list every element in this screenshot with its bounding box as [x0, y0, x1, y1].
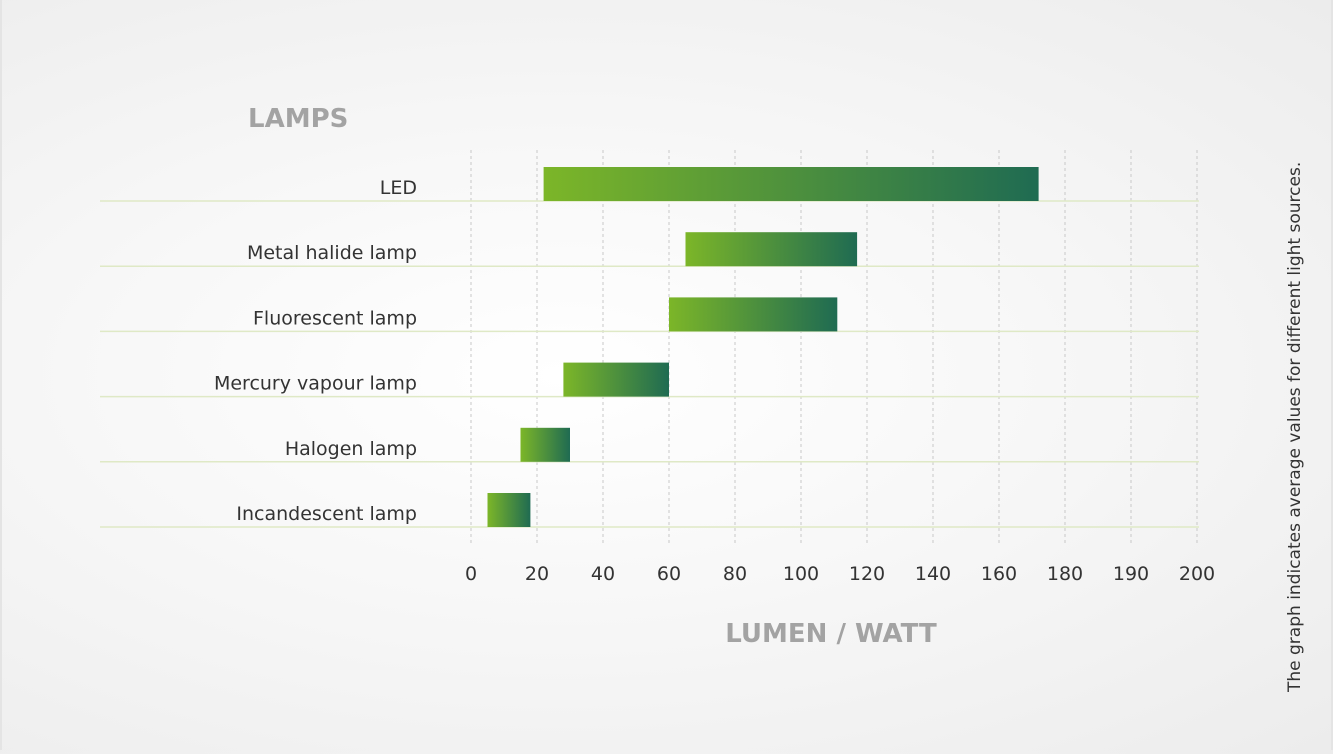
- frame-edge-right: [1331, 0, 1333, 750]
- x-tick-label: 180: [1047, 563, 1083, 585]
- bar: [669, 297, 838, 332]
- bar: [685, 232, 858, 267]
- x-tick-label: 200: [1179, 563, 1215, 585]
- category-label: LED: [380, 177, 417, 199]
- x-axis-title: LUMEN / WATT: [725, 619, 937, 649]
- bar: [543, 167, 1039, 201]
- category-label: Fluorescent lamp: [253, 307, 417, 329]
- x-tick-label: 160: [981, 563, 1017, 585]
- chart-note: The graph indicates average values for d…: [1285, 162, 1305, 693]
- x-tick-label: 100: [783, 563, 819, 585]
- bars: [487, 167, 1039, 527]
- chart-title: LAMPS: [248, 104, 348, 134]
- x-tick-label: 140: [915, 563, 951, 585]
- x-tick-label: 60: [657, 563, 681, 585]
- frame-edge-left: [0, 0, 2, 750]
- category-labels: LED Metal halide lamp Fluorescent lamp Merc…: [214, 177, 417, 525]
- bar: [563, 362, 669, 397]
- category-label: Metal halide lamp: [247, 242, 417, 264]
- x-tick-label: 20: [525, 563, 549, 585]
- bar: [520, 427, 570, 462]
- grid-lines: [470, 150, 1198, 545]
- x-tick-label: 190: [1113, 563, 1149, 585]
- x-tick-label: 120: [849, 563, 885, 585]
- x-tick-labels: 0 20 40 60 80 100 120 140 160 180 190 200: [465, 563, 1215, 585]
- x-tick-label: 80: [723, 563, 747, 585]
- x-tick-label: 0: [465, 563, 477, 585]
- bar: [487, 493, 531, 527]
- category-label: Halogen lamp: [285, 438, 417, 460]
- category-label: Mercury vapour lamp: [214, 373, 417, 395]
- x-tick-label: 40: [591, 563, 615, 585]
- category-label: Incandescent lamp: [236, 503, 417, 525]
